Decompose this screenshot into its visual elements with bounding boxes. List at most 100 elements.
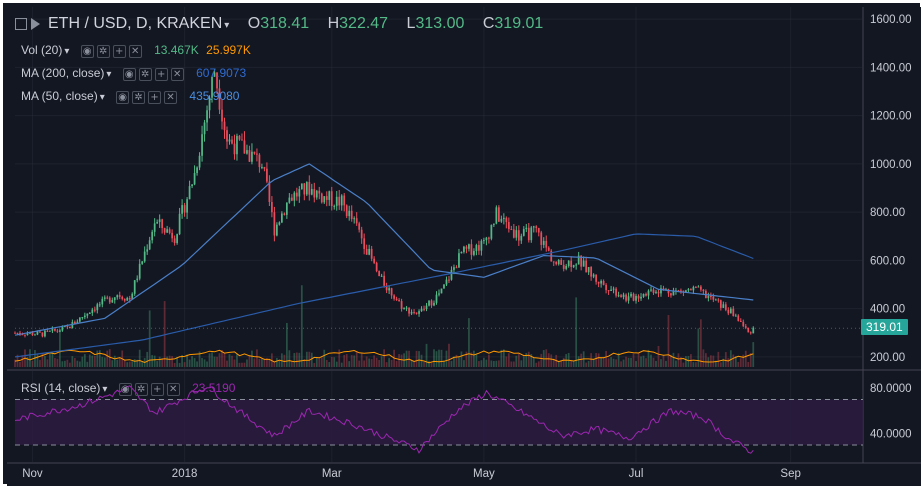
candle-body (657, 291, 660, 294)
legend-ma200: MA (200, close) ▾ ◉ ✲ + ✕ 607.9073 (21, 66, 246, 81)
gear-icon[interactable]: ✲ (138, 67, 152, 81)
collapse-icon[interactable] (15, 17, 27, 30)
candle-body (590, 267, 593, 277)
close-icon[interactable]: ✕ (166, 382, 180, 396)
ma200-label[interactable]: MA (200, close) (21, 66, 105, 80)
eye-icon[interactable]: ◉ (122, 67, 136, 81)
high-label: H (327, 15, 340, 32)
candle-body (582, 260, 585, 267)
candle-body (201, 134, 203, 156)
close-icon[interactable]: ✕ (128, 44, 142, 58)
close-icon[interactable]: ✕ (164, 90, 178, 104)
candle-body (313, 188, 316, 198)
low-label: L (406, 15, 416, 32)
candle-body (492, 223, 495, 225)
close-icon[interactable]: ✕ (170, 67, 184, 81)
volume-bar (453, 356, 455, 367)
price-tick-label: 600.00 (870, 255, 905, 267)
candle-body (560, 260, 563, 265)
candle-body (575, 264, 578, 266)
plus-icon[interactable]: + (154, 67, 168, 81)
candle-body (236, 135, 238, 155)
candle-body (463, 246, 465, 252)
candle-body (318, 190, 321, 194)
chevron-down-icon[interactable]: ▾ (64, 46, 70, 57)
candle-body (443, 284, 445, 289)
plus-icon[interactable]: + (148, 90, 162, 104)
volume-bar (41, 353, 44, 367)
candle-body (465, 246, 468, 249)
candle-body (453, 267, 455, 270)
volume-bar (261, 358, 263, 367)
candle-body (183, 205, 186, 213)
candle-body (497, 207, 500, 222)
rsi-label[interactable]: RSI (14, close) (21, 381, 101, 395)
open-label: O (247, 15, 261, 32)
volume-bar (492, 360, 495, 367)
eye-icon[interactable]: ◉ (118, 382, 132, 396)
candle-body (620, 295, 622, 297)
volume-bar (280, 353, 283, 367)
volume-bar (191, 356, 193, 367)
candle-body (238, 135, 241, 140)
candle-body (59, 330, 61, 332)
legend-controls: ◉ ✲ + ✕ (116, 90, 180, 104)
candle-body (433, 302, 435, 306)
tradingview-chart[interactable]: 1600.00 1400.00 1200.00 1000.00 800.00 600.00… (7, 7, 921, 486)
chevron-down-icon[interactable]: ▾ (102, 384, 108, 395)
volume-bar (238, 362, 241, 367)
candle-body (637, 295, 640, 299)
candle-body (542, 240, 545, 245)
candle-body (640, 296, 642, 299)
plus-icon[interactable]: + (112, 44, 126, 58)
ma50-label[interactable]: MA (50, close) (21, 89, 98, 103)
volume-bar (178, 362, 181, 367)
volume-ma-line (14, 349, 754, 364)
plus-icon[interactable]: + (150, 382, 164, 396)
gear-icon[interactable]: ✲ (96, 44, 110, 58)
candle-body (83, 315, 86, 317)
chevron-down-icon[interactable]: ▾ (224, 20, 230, 31)
volume-bar (455, 354, 458, 367)
candle-body (460, 251, 463, 254)
candle-body (166, 229, 169, 233)
eye-icon[interactable]: ◉ (80, 44, 94, 58)
volume-bar (572, 360, 575, 367)
candle-body (111, 300, 114, 303)
volume-bar (338, 349, 341, 367)
volume-bar (497, 360, 500, 367)
volume-bar (617, 352, 620, 367)
gear-icon[interactable]: ✲ (134, 382, 148, 396)
volume-label[interactable]: Vol (20) (21, 43, 63, 57)
volume-bar (313, 362, 316, 367)
flag-icon[interactable] (31, 17, 40, 30)
price-tick-label: 400.00 (870, 304, 905, 316)
candle-body (68, 326, 71, 329)
candle-body (557, 260, 560, 265)
candle-body (540, 232, 543, 245)
symbol-title[interactable]: ETH / USD, D, KRAKEN (48, 15, 223, 32)
gear-icon[interactable]: ✲ (132, 90, 146, 104)
candle-body (622, 294, 625, 297)
candle-body (672, 291, 675, 296)
close-value: 319.01 (494, 15, 544, 32)
volume-ma-value: 25.997K (206, 43, 251, 57)
candle-body (732, 308, 735, 317)
candle-body (415, 312, 418, 314)
volume-bar (522, 356, 525, 367)
volume-bar (575, 297, 578, 367)
chevron-down-icon[interactable]: ▾ (99, 92, 105, 103)
volume-bar (635, 361, 637, 367)
chevron-down-icon[interactable]: ▾ (106, 69, 112, 80)
candle-body (36, 331, 39, 335)
candle-body (580, 255, 583, 267)
candle-body (428, 300, 430, 306)
candle-body (662, 288, 665, 291)
volume-bar (315, 356, 318, 367)
eye-icon[interactable]: ◉ (116, 90, 130, 104)
volume-bar (645, 358, 647, 367)
volume-bar (722, 358, 725, 367)
candle-body (81, 316, 84, 318)
volume-bar (208, 353, 211, 367)
candle-body (719, 300, 722, 308)
